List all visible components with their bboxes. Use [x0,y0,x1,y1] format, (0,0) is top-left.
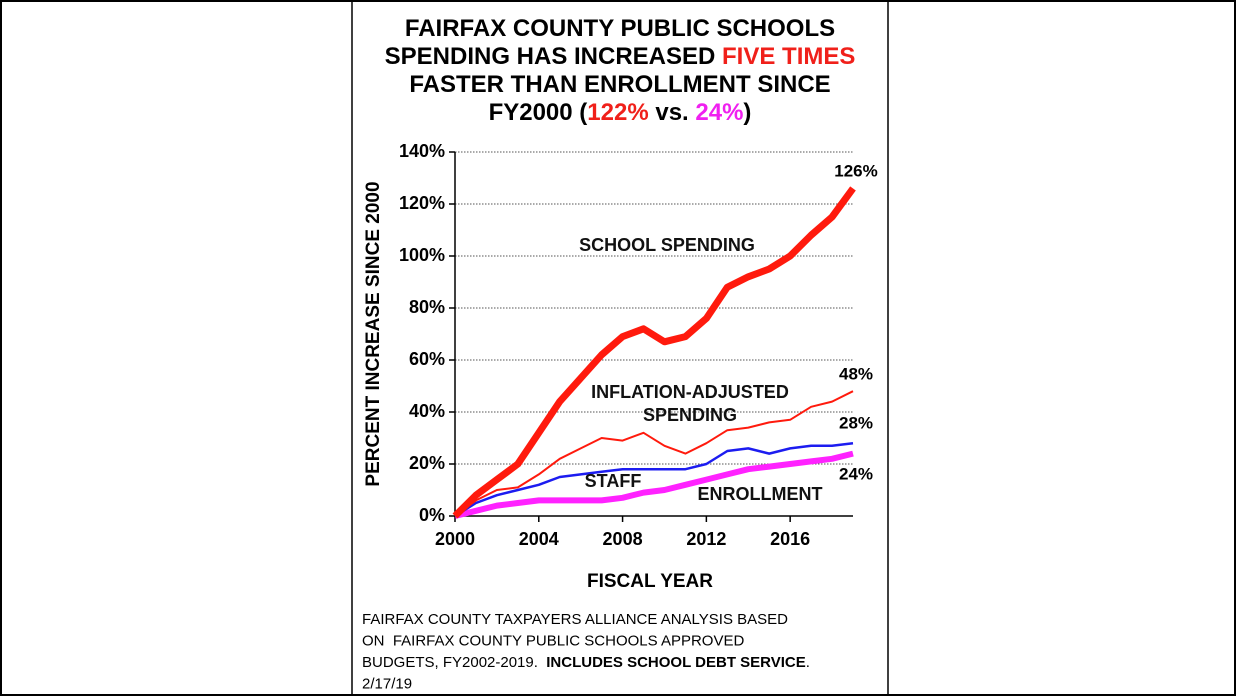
title-line: FAIRFAX COUNTY PUBLIC SCHOOLS [405,15,835,42]
y-tick-label: 0% [419,505,445,525]
series-label: STAFF [584,471,642,491]
text-segment: SPENDING HAS INCREASED [385,43,722,70]
series-label: ENROLLMENT [697,484,823,504]
x-tick-label: 2016 [770,529,810,549]
text-segment: 122% [587,99,648,126]
series-line [452,186,856,519]
y-tick-label: 60% [409,349,445,369]
y-axis-label: PERCENT INCREASE SINCE 2000 [363,181,384,486]
text-segment: ) [743,99,751,126]
footnote-line: BUDGETS, FY2002-2019. INCLUDES SCHOOL DE… [362,654,810,671]
text-segment: FAIRFAX COUNTY PUBLIC SCHOOLS [405,15,835,42]
text-segment: FASTER THAN ENROLLMENT SINCE [409,71,830,98]
series-line [454,390,854,517]
x-tick-label: 2000 [435,529,475,549]
y-tick-label: 80% [409,297,445,317]
value-label: 24% [839,464,873,483]
value-label: 28% [839,413,873,432]
value-label: 126% [834,161,877,180]
x-tick-label: 2012 [686,529,726,549]
footnote-line: 2/17/19 [362,675,412,692]
text-segment: 24% [695,99,743,126]
y-tick-label: 40% [409,401,445,421]
series-label: INFLATION-ADJUSTED SPENDING [591,382,789,425]
title-line: FASTER THAN ENROLLMENT SINCE [409,71,830,98]
x-axis-label: FISCAL YEAR [587,571,713,592]
value-label: 48% [839,364,873,383]
x-tick-label: 2008 [603,529,643,549]
series-label: SCHOOL SPENDING [579,235,755,255]
y-tick-label: 100% [399,245,445,265]
footnote-line: FAIRFAX COUNTY TAXPAYERS ALLIANCE ANALYS… [362,611,788,628]
text-segment: 2/17/19 [362,675,412,692]
y-tick-label: 120% [399,193,445,213]
x-tick-label: 2004 [519,529,559,549]
text-segment: INCLUDES SCHOOL DEBT SERVICE [546,654,805,671]
text-segment: . [806,654,810,671]
text-segment: FAIRFAX COUNTY TAXPAYERS ALLIANCE ANALYS… [362,611,788,628]
text-segment: ON FAIRFAX COUNTY PUBLIC SCHOOLS APPROVE… [362,632,744,649]
series-line [454,450,854,519]
text-segment: FY2000 ( [489,99,588,126]
text-segment: FIVE TIMES [722,43,855,70]
y-tick-label: 20% [409,453,445,473]
text-segment: vs. [649,99,696,126]
series-line [454,441,854,518]
y-tick-label: 140% [399,141,445,161]
title-line: SPENDING HAS INCREASED FIVE TIMES [385,43,856,70]
footnote-line: ON FAIRFAX COUNTY PUBLIC SCHOOLS APPROVE… [362,632,744,649]
title-line: FY2000 (122% vs. 24%) [489,99,752,126]
text-segment: BUDGETS, FY2002-2019. [362,654,546,671]
